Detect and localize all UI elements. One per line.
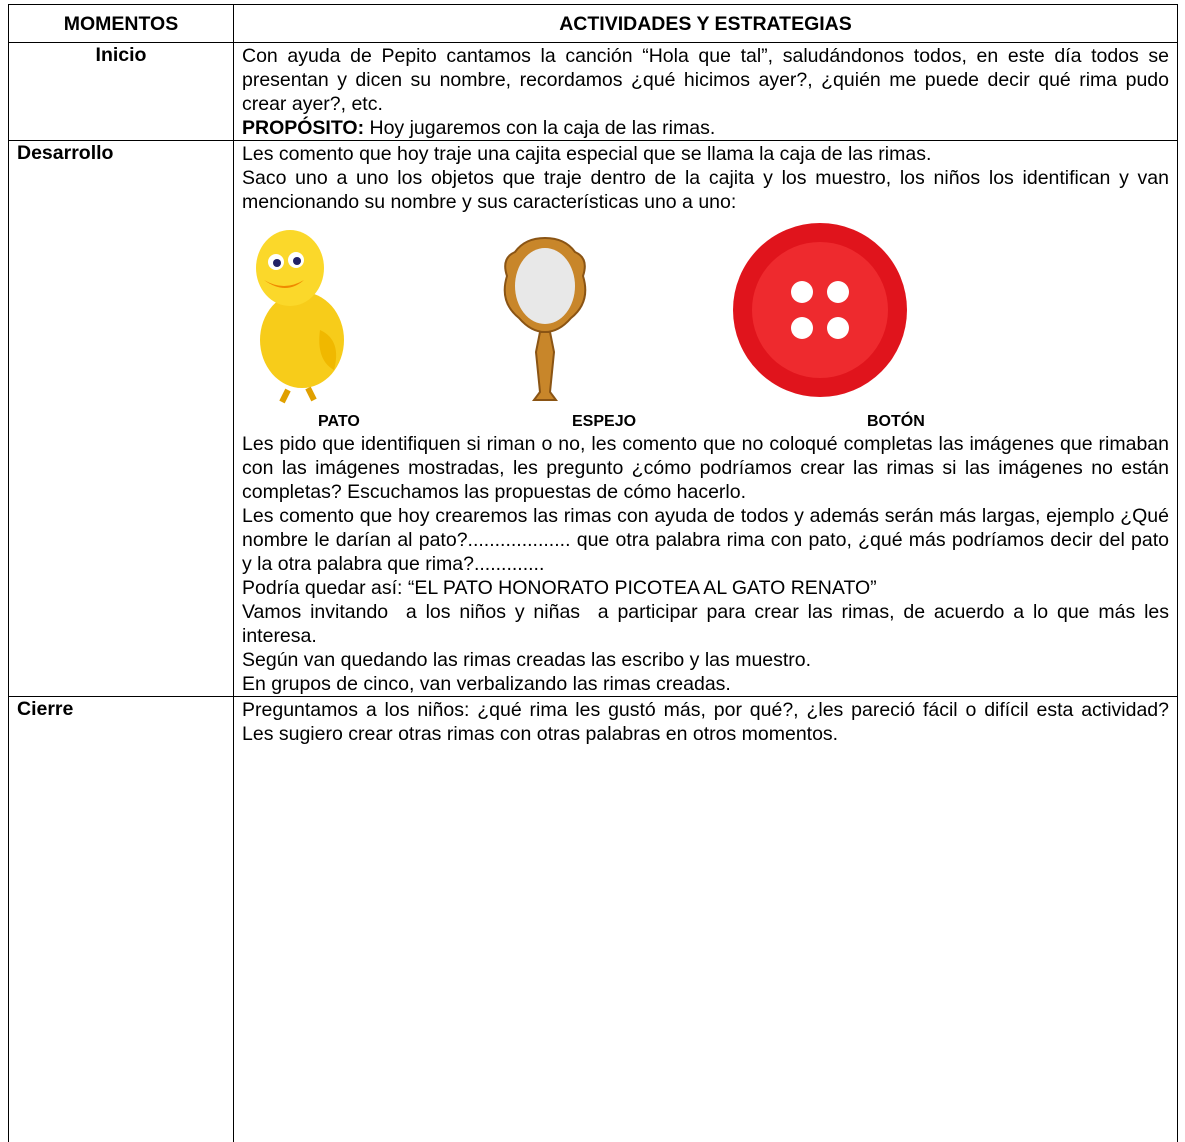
content: Les comento que hoy traje una cajita esp… xyxy=(233,140,1178,697)
content: Preguntamos a los niños: ¿qué rima les g… xyxy=(233,696,1180,1142)
button-image xyxy=(733,223,907,397)
paragraph: Preguntamos a los niños: ¿qué rima les g… xyxy=(242,699,1180,745)
paragraph: Les comento que hoy traje una cajita esp… xyxy=(242,143,932,165)
image-label: PATO xyxy=(318,413,360,430)
paragraph: Les pido que identifiquen si riman o no,… xyxy=(242,433,1175,503)
image-label: BOTÓN xyxy=(867,413,925,430)
paragraph: Vamos invitando a los niños y niñas a pa… xyxy=(242,601,1175,647)
paragraph: En grupos de cinco, van verbalizando las… xyxy=(242,673,731,695)
images: PATO ESPEJO BOTÓN xyxy=(242,214,1169,432)
purpose-text: Hoy jugaremos con la caja de las rimas. xyxy=(369,117,716,139)
paragraph: Les comento que hoy crearemos las rimas … xyxy=(242,505,1175,575)
paragraph: Saco uno a uno los objetos que traje den… xyxy=(242,167,1175,213)
purpose: PROPÓSITO: Hoy jugaremos con la caja de … xyxy=(242,116,1169,140)
image-label: ESPEJO xyxy=(572,413,637,430)
paragraph: Podría quedar así: “EL PATO HONORATO PIC… xyxy=(242,577,877,599)
row: Cierre Preguntamos a los niños: ¿qué rim… xyxy=(8,696,1180,1142)
row: Desarrollo Les comento que hoy traje una… xyxy=(8,140,1178,697)
header-row: MOMENTOS ACTIVIDADES Y ESTRATEGIAS xyxy=(8,4,1178,43)
header-cell: ACTIVIDADES Y ESTRATEGIAS xyxy=(233,4,1178,43)
mirror-image xyxy=(503,236,587,401)
moment: Desarrollo xyxy=(8,140,234,697)
paragraph: Con ayuda de Pepito cantamos la canción … xyxy=(242,45,1175,115)
row: Inicio Con ayuda de Pepito cantamos la c… xyxy=(8,42,1178,141)
header-cell: MOMENTOS xyxy=(8,4,234,43)
page: MOMENTOS ACTIVIDADES Y ESTRATEGIAS Inici… xyxy=(8,4,1178,1142)
content: Con ayuda de Pepito cantamos la canción … xyxy=(233,42,1178,141)
moment: Cierre xyxy=(8,696,234,1142)
moment: Inicio xyxy=(8,42,234,141)
duck-image xyxy=(256,230,344,404)
purpose-label: PROPÓSITO: xyxy=(242,117,365,139)
plan-table: MOMENTOS ACTIVIDADES Y ESTRATEGIAS Inici… xyxy=(8,4,1178,1142)
paragraph: Según van quedando las rimas creadas las… xyxy=(242,649,812,671)
